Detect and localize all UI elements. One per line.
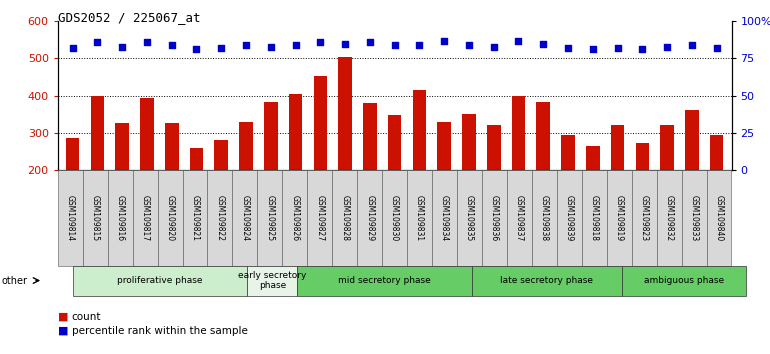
Text: GSM109823: GSM109823 bbox=[640, 195, 648, 241]
Point bbox=[239, 42, 252, 48]
Text: GSM109820: GSM109820 bbox=[166, 195, 175, 241]
Text: GSM109818: GSM109818 bbox=[590, 195, 599, 241]
Text: GSM109836: GSM109836 bbox=[490, 195, 499, 241]
Text: GSM109815: GSM109815 bbox=[91, 195, 99, 241]
Point bbox=[562, 45, 574, 51]
Text: GSM109838: GSM109838 bbox=[540, 195, 549, 241]
Text: mid secretory phase: mid secretory phase bbox=[338, 276, 431, 285]
Point bbox=[339, 41, 351, 46]
Bar bbox=[661, 125, 674, 244]
Bar bbox=[116, 124, 129, 244]
Bar bbox=[685, 110, 698, 244]
Text: ■: ■ bbox=[58, 326, 69, 336]
Point bbox=[190, 47, 203, 52]
Text: GSM109827: GSM109827 bbox=[315, 195, 324, 241]
Point bbox=[166, 42, 178, 48]
Text: GDS2052 / 225067_at: GDS2052 / 225067_at bbox=[58, 11, 200, 24]
Text: GSM109830: GSM109830 bbox=[390, 195, 399, 241]
Point bbox=[116, 44, 129, 49]
Bar bbox=[462, 114, 476, 244]
Point bbox=[661, 44, 673, 49]
Bar bbox=[140, 98, 154, 244]
Bar bbox=[586, 146, 600, 244]
Text: GSM109825: GSM109825 bbox=[266, 195, 274, 241]
Point bbox=[611, 45, 624, 51]
Text: late secretory phase: late secretory phase bbox=[500, 276, 594, 285]
Bar bbox=[388, 115, 401, 244]
Bar bbox=[165, 124, 179, 244]
Text: GSM109833: GSM109833 bbox=[690, 195, 698, 241]
Bar bbox=[313, 76, 327, 244]
Point bbox=[711, 45, 723, 51]
Bar bbox=[635, 143, 649, 244]
Text: other: other bbox=[2, 275, 28, 286]
Point bbox=[537, 41, 550, 46]
Point bbox=[413, 42, 426, 48]
Text: GSM109829: GSM109829 bbox=[365, 195, 374, 241]
Point bbox=[363, 39, 376, 45]
Bar bbox=[710, 135, 724, 244]
Bar bbox=[289, 95, 303, 244]
Point bbox=[587, 47, 599, 52]
Text: GSM109819: GSM109819 bbox=[614, 195, 624, 241]
Point bbox=[388, 42, 400, 48]
Point bbox=[290, 42, 302, 48]
Text: percentile rank within the sample: percentile rank within the sample bbox=[72, 326, 247, 336]
Text: GSM109826: GSM109826 bbox=[290, 195, 300, 241]
Bar bbox=[189, 148, 203, 244]
Bar bbox=[239, 122, 253, 244]
Text: early secretory
phase: early secretory phase bbox=[238, 271, 306, 290]
Bar bbox=[537, 102, 550, 244]
Bar bbox=[65, 138, 79, 244]
Text: GSM109816: GSM109816 bbox=[116, 195, 125, 241]
Point bbox=[91, 39, 103, 45]
Bar bbox=[363, 103, 377, 244]
Point bbox=[314, 39, 326, 45]
Text: GSM109837: GSM109837 bbox=[515, 195, 524, 241]
Text: GSM109828: GSM109828 bbox=[340, 195, 350, 241]
Bar bbox=[487, 125, 500, 244]
Bar bbox=[437, 122, 451, 244]
Point bbox=[487, 44, 500, 49]
Text: GSM109831: GSM109831 bbox=[415, 195, 424, 241]
Text: GSM109822: GSM109822 bbox=[216, 195, 224, 241]
Text: GSM109832: GSM109832 bbox=[665, 195, 674, 241]
Point bbox=[686, 42, 698, 48]
Bar bbox=[264, 102, 278, 244]
Bar bbox=[91, 96, 104, 244]
Point bbox=[438, 38, 450, 44]
Bar bbox=[214, 140, 228, 244]
Point bbox=[215, 45, 227, 51]
Bar bbox=[611, 125, 624, 244]
Point bbox=[66, 45, 79, 51]
Bar bbox=[413, 90, 427, 244]
Text: GSM109835: GSM109835 bbox=[465, 195, 474, 241]
Point bbox=[512, 38, 524, 44]
Text: GSM109817: GSM109817 bbox=[141, 195, 149, 241]
Text: count: count bbox=[72, 312, 101, 322]
Bar bbox=[338, 57, 352, 244]
Text: GSM109840: GSM109840 bbox=[715, 195, 724, 241]
Text: GSM109839: GSM109839 bbox=[565, 195, 574, 241]
Point bbox=[265, 44, 277, 49]
Text: GSM109814: GSM109814 bbox=[65, 195, 75, 241]
Text: ■: ■ bbox=[58, 312, 69, 322]
Point bbox=[636, 47, 648, 52]
Text: ambiguous phase: ambiguous phase bbox=[644, 276, 724, 285]
Bar bbox=[511, 96, 525, 244]
Text: GSM109834: GSM109834 bbox=[440, 195, 449, 241]
Bar bbox=[561, 135, 575, 244]
Point bbox=[141, 39, 153, 45]
Text: proliferative phase: proliferative phase bbox=[117, 276, 203, 285]
Point bbox=[463, 42, 475, 48]
Text: GSM109821: GSM109821 bbox=[190, 195, 199, 241]
Text: GSM109824: GSM109824 bbox=[240, 195, 249, 241]
